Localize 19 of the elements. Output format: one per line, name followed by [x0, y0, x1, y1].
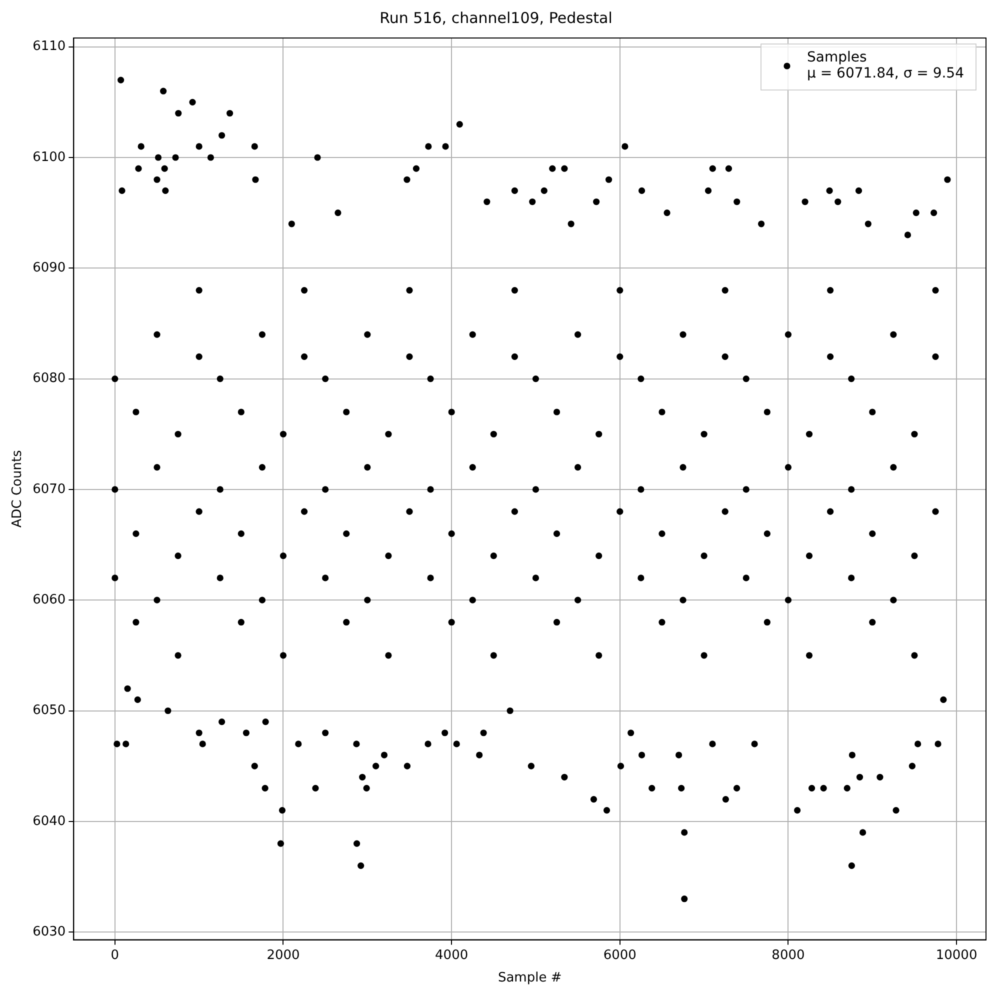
y-tick-label: 6100 [32, 150, 66, 165]
x-tick-label: 4000 [435, 948, 468, 963]
legend-label: Samples μ = 6071.84, σ = 9.54 [806, 50, 964, 82]
y-tick-label: 6050 [32, 703, 66, 718]
x-tick-label: 8000 [772, 948, 805, 963]
x-tick-label: 10000 [936, 948, 978, 963]
y-tick-label: 6040 [32, 814, 66, 829]
x-tick-label: 0 [110, 948, 120, 963]
y-tick-label: 6030 [32, 924, 66, 940]
y-tick-label: 6110 [32, 39, 66, 54]
y-tick-label: 6060 [32, 592, 66, 608]
x-axis-title: Sample # [498, 970, 562, 986]
x-tick-label: 6000 [603, 948, 636, 963]
y-tick-label: 6080 [32, 371, 66, 386]
x-tick-label: 2000 [266, 948, 300, 963]
chart-title: Run 516, channel109, Pedestal [380, 8, 612, 27]
y-tick-label: 6070 [32, 482, 66, 497]
y-tick-label: 6090 [32, 260, 66, 276]
y-axis-title: ADC Counts [10, 450, 26, 528]
